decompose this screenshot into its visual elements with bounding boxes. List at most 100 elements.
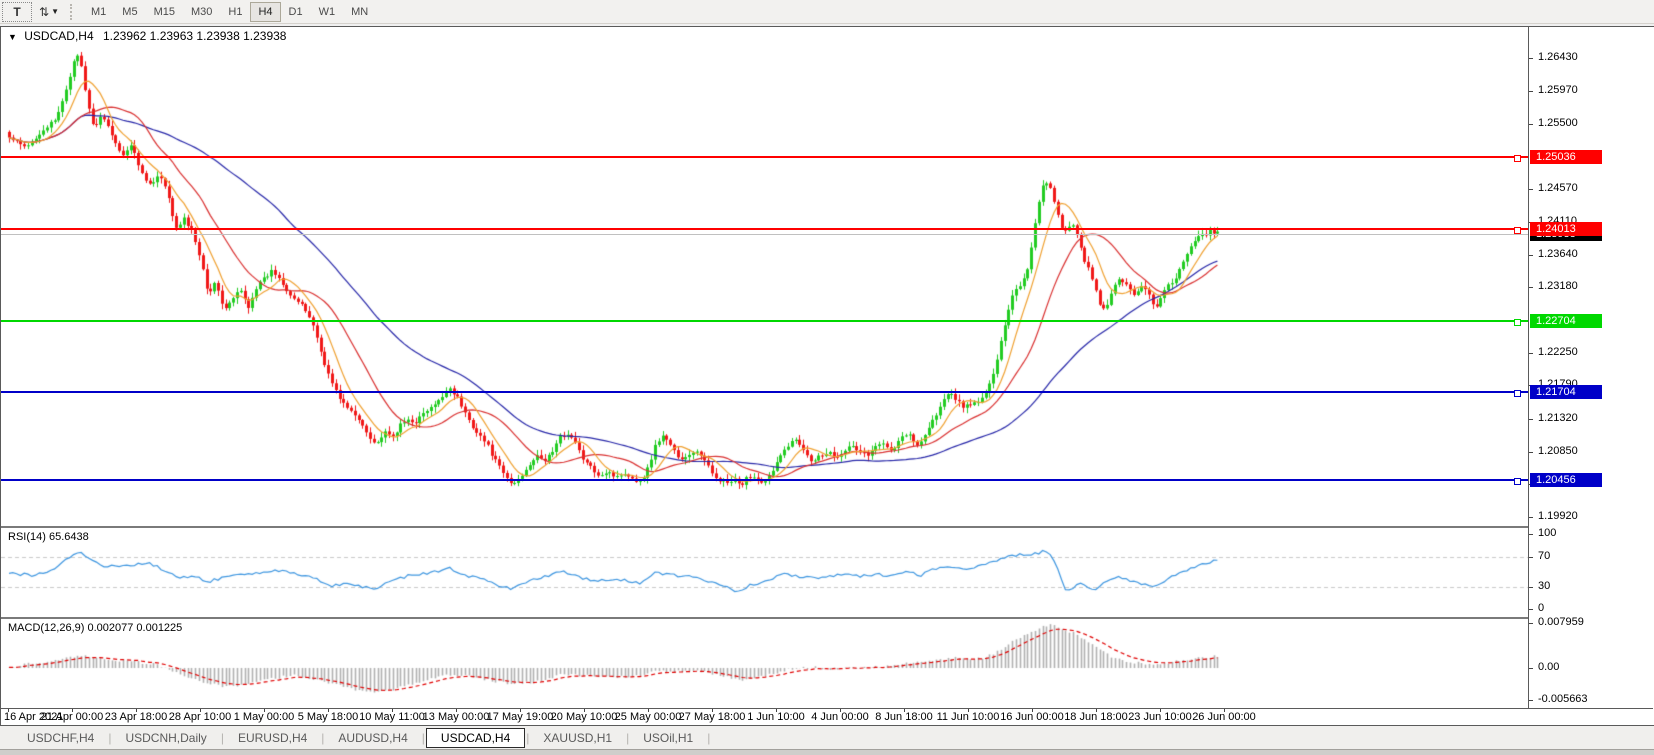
chart-tab-xauusd[interactable]: XAUUSD,H1 [543, 730, 613, 745]
date-tick-mark [712, 708, 713, 712]
price-tick-label: 1.23180 [1538, 280, 1578, 293]
macd-tick-mark [1528, 700, 1533, 701]
timeframe-button-m15[interactable]: M15 [153, 5, 175, 18]
chart-tab-eurusd[interactable]: EURUSD,H4 [237, 730, 308, 745]
date-axis-label: 26 Jun 00:00 [1192, 711, 1256, 723]
main-chart-canvas[interactable] [1, 42, 1528, 527]
price-tick-mark [1528, 123, 1533, 125]
draw-tool-button[interactable]: ⇅ ▼ [34, 2, 64, 22]
date-axis-label: 11 Jun 10:00 [936, 711, 1000, 723]
chart-tab-audusd[interactable]: AUDUSD,H4 [338, 730, 408, 745]
price-tick-label: 1.25500 [1538, 116, 1578, 129]
date-tick-mark [648, 708, 649, 712]
tab-separator: | [220, 730, 224, 745]
timeframe-button-d1[interactable]: D1 [288, 5, 303, 18]
rsi-tick-mark [1528, 586, 1533, 588]
rsi-tick-label: 70 [1538, 549, 1551, 562]
level-line-handle[interactable] [1514, 318, 1521, 326]
price-axis-separator [1528, 27, 1529, 708]
price-tick-mark [1528, 189, 1533, 191]
date-tick-mark [328, 708, 329, 712]
price-level-badge: 1.21704 [1530, 384, 1602, 399]
price-tick-mark [1528, 287, 1533, 289]
macd-label: MACD(12,26,9) 0.002077 0.001225 [8, 622, 183, 634]
chart-tab-usdcad[interactable]: USDCAD,H4 [425, 727, 526, 748]
date-axis-label: 4 Jun 00:00 [811, 711, 869, 723]
date-tick-mark [392, 708, 393, 712]
rsi-tick-mark [1528, 534, 1533, 535]
level-line-handle[interactable] [1514, 154, 1521, 162]
date-tick-mark [1160, 708, 1161, 712]
date-axis-label: 17 May 19:00 [486, 711, 554, 723]
tab-separator: | [626, 730, 630, 745]
date-axis-label: 25 May 00:00 [614, 711, 682, 723]
price-tick-label: 1.25970 [1538, 83, 1578, 96]
rsi-tick-mark [1528, 556, 1533, 558]
collapse-chart-icon[interactable]: ▼ [8, 32, 17, 42]
date-axis-label: 21 Apr 00:00 [40, 711, 104, 723]
date-tick-mark [520, 708, 521, 712]
timeframe-button-h4[interactable]: H4 [250, 1, 281, 22]
chart-tab-usdcnh[interactable]: USDCNH,Daily [125, 730, 207, 745]
timeframe-button-m30[interactable]: M30 [190, 5, 213, 18]
date-tick-mark [264, 708, 265, 712]
price-level-badge: 1.20456 [1530, 472, 1602, 487]
date-tick-mark [72, 708, 73, 712]
macd-tick-mark [1528, 668, 1533, 669]
current-price-line [1, 233, 1528, 235]
date-axis-label: 18 Jun 18:00 [1064, 711, 1128, 723]
rsi-indicator-canvas[interactable] [1, 529, 1528, 618]
date-axis-label: 10 May 11:00 [359, 711, 425, 723]
timeframe-button-m5[interactable]: M5 [122, 5, 138, 18]
price-tick-mark [1528, 58, 1533, 60]
price-tick-label: 1.20850 [1538, 444, 1578, 457]
chevron-down-icon: ▼ [51, 7, 59, 16]
rsi-label: RSI(14) 65.6438 [8, 531, 89, 543]
price-tick-label: 1.24570 [1538, 182, 1578, 195]
price-level-badge: 1.24013 [1530, 221, 1602, 236]
date-axis-label: 28 Apr 10:00 [168, 711, 232, 723]
horizontal-level-line[interactable] [1, 390, 1528, 393]
timeframe-button-w1[interactable]: W1 [318, 5, 336, 18]
date-tick-mark [136, 708, 137, 712]
price-tick-label: 1.21320 [1538, 411, 1578, 424]
tab-separator: | [321, 730, 325, 745]
date-tick-mark [1032, 708, 1033, 712]
horizontal-level-line[interactable] [1, 227, 1528, 230]
date-axis-label: 16 Jun 00:00 [1000, 711, 1064, 723]
rsi-tick-label: 30 [1538, 579, 1551, 592]
macd-tick-label: 0.007959 [1538, 616, 1584, 628]
price-tick-mark [1528, 254, 1533, 256]
date-tick-mark [1096, 708, 1097, 712]
date-tick-mark [456, 708, 457, 712]
level-line-handle[interactable] [1514, 477, 1521, 485]
level-line-handle[interactable] [1514, 226, 1521, 234]
timeframe-button-m1[interactable]: M1 [91, 5, 107, 18]
status-bar [0, 749, 1654, 755]
chart-tab-usdchf[interactable]: USDCHF,H4 [27, 730, 95, 745]
chart-tab-usoil[interactable]: USOil,H1 [643, 730, 694, 745]
macd-tick-label: 0.00 [1538, 661, 1560, 673]
timeframe-button-mn[interactable]: MN [351, 5, 369, 18]
date-axis-label: 20 May 10:00 [550, 711, 618, 723]
price-tick-mark [1528, 90, 1533, 92]
pane-separator[interactable] [1, 526, 1528, 528]
text-tool-button[interactable]: T [2, 1, 32, 22]
date-tick-mark [584, 708, 585, 712]
horizontal-level-line[interactable] [1, 478, 1528, 481]
pane-separator[interactable] [1, 617, 1528, 619]
chart-title-symbol: USDCAD,H4 [24, 29, 94, 43]
tab-separator: | [707, 730, 711, 745]
level-line-handle[interactable] [1514, 389, 1521, 397]
horizontal-level-line[interactable] [1, 319, 1528, 322]
rsi-tick-label: 100 [1538, 527, 1557, 539]
date-tick-mark [968, 708, 969, 712]
price-tick-mark [1528, 353, 1533, 354]
rsi-tick-label: 0 [1538, 602, 1545, 614]
timeframe-button-h1[interactable]: H1 [228, 5, 243, 18]
date-axis-separator [1, 708, 1653, 709]
price-tick-label: 1.23640 [1538, 247, 1578, 260]
horizontal-level-line[interactable] [1, 155, 1528, 158]
chart-title: ▼ USDCAD,H4 1.23962 1.23963 1.23938 1.23… [8, 29, 286, 43]
macd-indicator-canvas[interactable] [1, 620, 1528, 707]
